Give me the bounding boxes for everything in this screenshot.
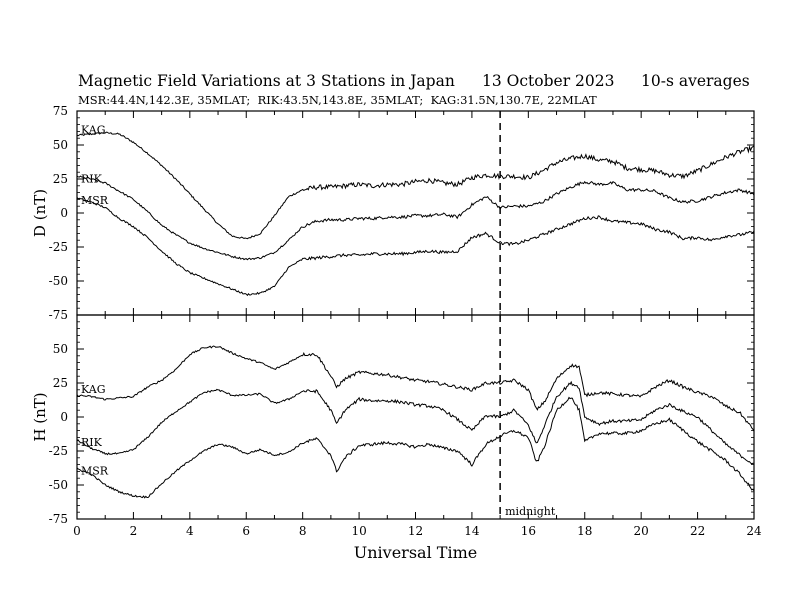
series-line-kag — [76, 345, 755, 432]
chart-date: 13 October 2023 — [482, 72, 615, 90]
x-tick-label: 2 — [130, 524, 138, 538]
y-tick-label: 0 — [60, 206, 68, 220]
x-tick-label: 6 — [242, 524, 250, 538]
x-tick-label: 22 — [690, 524, 705, 538]
y-tick-label: -75 — [49, 512, 68, 526]
averaging-label: 10-s averages — [641, 72, 750, 90]
series-line-msr — [76, 197, 755, 297]
series-label: MSR — [81, 194, 109, 207]
x-axis-label: Universal Time — [354, 543, 477, 562]
y-tick-label: -50 — [49, 478, 68, 492]
series-label: MSR — [81, 465, 109, 478]
x-tick-label: 12 — [408, 524, 423, 538]
y-axis-label: H (nT) — [31, 392, 49, 441]
y-tick-label: -75 — [49, 308, 68, 322]
x-tick-label: 8 — [299, 524, 307, 538]
y-tick-label: 50 — [53, 138, 68, 152]
y-tick-label: -25 — [49, 240, 68, 254]
x-tick-label: 0 — [73, 524, 81, 538]
y-tick-label: 50 — [53, 342, 68, 356]
series-label: RIK — [81, 172, 103, 185]
series-line-msr — [76, 396, 755, 499]
stations-info: MSR:44.4N,142.3E, 35MLAT; RIK:43.5N,143.… — [78, 93, 597, 107]
y-tick-label: -25 — [49, 444, 68, 458]
panel-frame-top — [76, 110, 755, 316]
y-tick-label: 25 — [53, 376, 68, 390]
series-label: RIK — [81, 436, 103, 449]
midnight-label: midnight — [505, 505, 556, 518]
series-label: KAG — [81, 383, 106, 396]
x-tick-label: 10 — [351, 524, 366, 538]
y-tick-label: -50 — [49, 274, 68, 288]
x-tick-label: 20 — [634, 524, 649, 538]
series-label: KAG — [81, 123, 106, 136]
panel-frame-bottom — [76, 314, 755, 520]
x-tick-label: 14 — [464, 524, 480, 538]
y-tick-label: 0 — [60, 410, 68, 424]
x-tick-label: 4 — [186, 524, 194, 538]
series-line-kag — [76, 131, 755, 240]
chart-title: Magnetic Field Variations at 3 Stations … — [78, 72, 455, 90]
series-line-rik — [76, 380, 754, 465]
x-tick-label: 16 — [521, 524, 536, 538]
y-tick-label: 25 — [53, 172, 68, 186]
x-tick-label: 24 — [746, 524, 762, 538]
series-line-rik — [76, 175, 755, 261]
y-tick-label: 75 — [53, 104, 68, 118]
y-axis-label: D (nT) — [31, 189, 49, 237]
x-tick-label: 18 — [577, 524, 592, 538]
